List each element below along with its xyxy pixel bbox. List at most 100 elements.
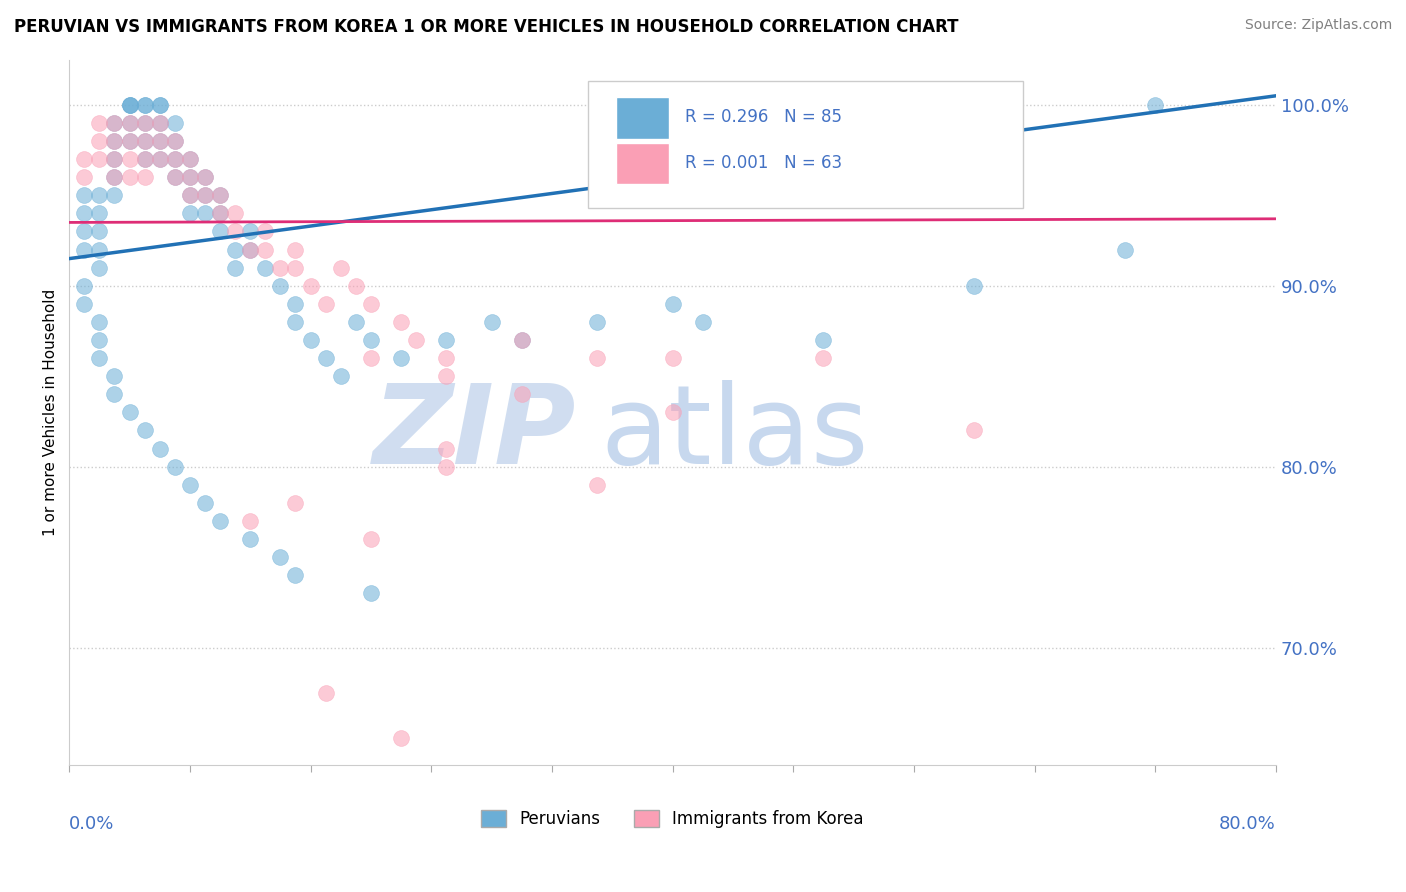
Point bbox=[103, 188, 125, 202]
Point bbox=[73, 278, 96, 293]
Point bbox=[118, 170, 141, 185]
Point bbox=[179, 188, 201, 202]
Point bbox=[103, 170, 125, 185]
Point bbox=[254, 224, 277, 238]
Point bbox=[284, 297, 307, 311]
Point bbox=[299, 278, 322, 293]
Point bbox=[224, 224, 246, 238]
Point bbox=[434, 459, 457, 474]
Point bbox=[89, 206, 111, 220]
Point bbox=[209, 206, 232, 220]
Point bbox=[284, 315, 307, 329]
Point bbox=[239, 243, 262, 257]
Point bbox=[89, 243, 111, 257]
Point bbox=[284, 568, 307, 582]
Point bbox=[239, 532, 262, 546]
Point bbox=[103, 387, 125, 401]
Point bbox=[284, 496, 307, 510]
Point bbox=[179, 152, 201, 166]
Point bbox=[179, 152, 201, 166]
Point bbox=[118, 405, 141, 419]
Point bbox=[73, 170, 96, 185]
Point bbox=[118, 116, 141, 130]
Point bbox=[179, 170, 201, 185]
Point bbox=[73, 206, 96, 220]
Point bbox=[103, 152, 125, 166]
Point bbox=[661, 405, 683, 419]
Point bbox=[315, 351, 337, 365]
Point bbox=[163, 116, 186, 130]
Point bbox=[179, 188, 201, 202]
Point bbox=[194, 170, 217, 185]
Point bbox=[963, 278, 986, 293]
Point bbox=[360, 297, 382, 311]
Point bbox=[118, 134, 141, 148]
Text: 80.0%: 80.0% bbox=[1219, 814, 1277, 832]
Point bbox=[1114, 243, 1136, 257]
Point bbox=[179, 170, 201, 185]
Point bbox=[73, 224, 96, 238]
Point bbox=[209, 188, 232, 202]
Point bbox=[149, 442, 172, 456]
Point bbox=[89, 351, 111, 365]
Point bbox=[269, 550, 291, 565]
Point bbox=[89, 315, 111, 329]
Point bbox=[73, 297, 96, 311]
Point bbox=[329, 369, 352, 384]
Point bbox=[239, 514, 262, 528]
Text: Source: ZipAtlas.com: Source: ZipAtlas.com bbox=[1244, 18, 1392, 32]
Point bbox=[149, 134, 172, 148]
Point bbox=[73, 152, 96, 166]
Point bbox=[224, 260, 246, 275]
Text: R = 0.001   N = 63: R = 0.001 N = 63 bbox=[685, 154, 842, 172]
Point bbox=[434, 333, 457, 347]
Point bbox=[103, 369, 125, 384]
Point bbox=[813, 333, 835, 347]
Point bbox=[134, 152, 156, 166]
Point bbox=[73, 188, 96, 202]
Point bbox=[163, 459, 186, 474]
Text: R = 0.296   N = 85: R = 0.296 N = 85 bbox=[685, 109, 842, 127]
Point bbox=[149, 134, 172, 148]
Point bbox=[389, 315, 412, 329]
Point bbox=[510, 387, 533, 401]
Point bbox=[269, 260, 291, 275]
Point bbox=[360, 351, 382, 365]
Point bbox=[179, 477, 201, 491]
Point bbox=[134, 116, 156, 130]
Point bbox=[586, 315, 609, 329]
Point bbox=[344, 315, 367, 329]
Point bbox=[224, 243, 246, 257]
Point bbox=[209, 514, 232, 528]
Point bbox=[73, 243, 96, 257]
Point bbox=[1144, 98, 1167, 112]
Point bbox=[118, 152, 141, 166]
Point bbox=[254, 260, 277, 275]
Point bbox=[103, 116, 125, 130]
Point bbox=[163, 170, 186, 185]
Point bbox=[149, 98, 172, 112]
Point bbox=[360, 333, 382, 347]
Point bbox=[163, 170, 186, 185]
Point bbox=[692, 315, 714, 329]
Point bbox=[586, 351, 609, 365]
Point bbox=[284, 243, 307, 257]
Point bbox=[329, 260, 352, 275]
Point bbox=[284, 260, 307, 275]
Point bbox=[209, 188, 232, 202]
Point bbox=[134, 98, 156, 112]
Point bbox=[103, 116, 125, 130]
Point bbox=[389, 731, 412, 745]
Point bbox=[315, 297, 337, 311]
Point bbox=[661, 351, 683, 365]
Point bbox=[405, 333, 427, 347]
Point bbox=[163, 152, 186, 166]
Point bbox=[586, 477, 609, 491]
Point bbox=[118, 98, 141, 112]
Point bbox=[481, 315, 503, 329]
Point bbox=[194, 170, 217, 185]
Point bbox=[118, 98, 141, 112]
Point bbox=[963, 424, 986, 438]
Point bbox=[163, 152, 186, 166]
Point bbox=[163, 134, 186, 148]
